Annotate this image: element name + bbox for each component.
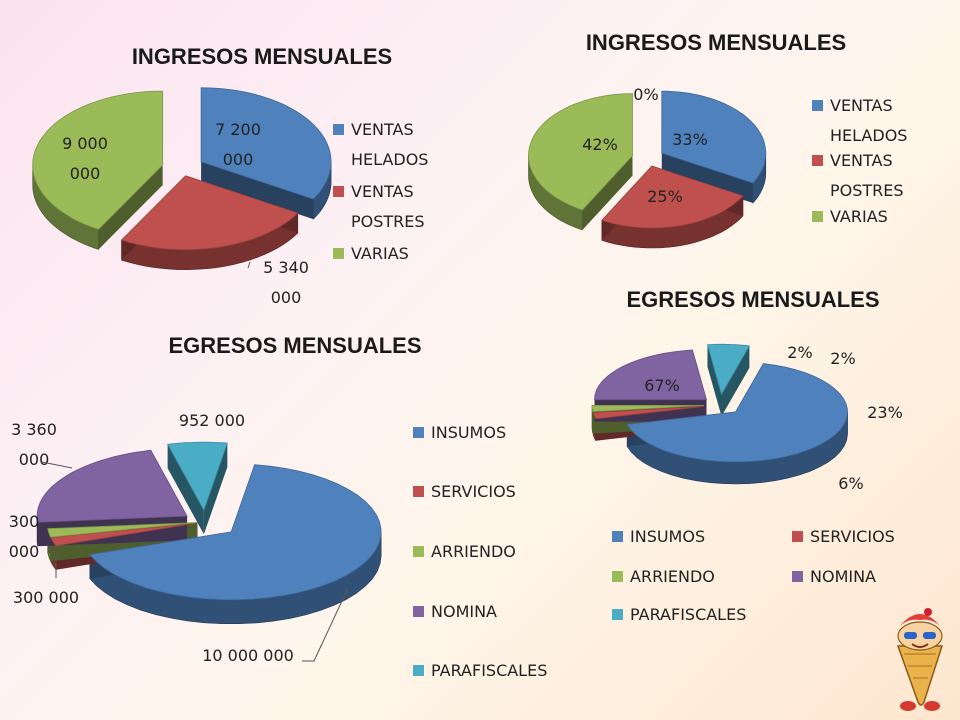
- legend-label-1: VENTAS POSTRES: [830, 151, 904, 200]
- legend-swatch-1: [792, 531, 803, 542]
- slice-parafiscales: [706, 343, 751, 396]
- legend-label-4: PARAFISCALES: [630, 605, 746, 624]
- legend-swatch-0: [612, 531, 623, 542]
- slice-cut-0: [661, 153, 753, 204]
- slice-nomina: [36, 449, 188, 523]
- slice-cut-4: [707, 344, 722, 417]
- chart-title: INGRESOS MENSUALES: [132, 44, 392, 69]
- slice-insumos: [88, 464, 382, 601]
- legend-label-1: SERVICIOS: [431, 482, 516, 501]
- data-label-4: 952 000: [179, 411, 245, 430]
- slice-ventas-postres: [601, 165, 744, 229]
- slice-parafiscales: [166, 441, 228, 512]
- pie-chart-1: [32, 87, 332, 271]
- slice-insumos: [626, 363, 848, 463]
- chart-title: INGRESOS MENSUALES: [586, 30, 846, 55]
- data-label-4: 6%: [838, 474, 863, 493]
- leader-line: [247, 261, 251, 269]
- legend-swatch-0: [812, 100, 823, 111]
- legend-swatch-2: [612, 571, 623, 582]
- pie-chart-3: [36, 441, 382, 624]
- data-label-3: 23%: [867, 403, 903, 422]
- slice-nomina: [594, 349, 708, 401]
- slice-arriendo: [47, 522, 198, 538]
- slice-servicios: [50, 522, 198, 547]
- slice-arriendo: [591, 404, 705, 413]
- data-label-1: 5 340 000: [263, 258, 309, 307]
- legend-swatch-1: [413, 486, 424, 497]
- slice-varias: [32, 90, 164, 230]
- pie-chart-4: [591, 343, 848, 485]
- legend-label-1: SERVICIOS: [810, 527, 895, 546]
- legend-swatch-3: [792, 571, 803, 582]
- legend-label-0: VENTAS HELADOS: [830, 96, 907, 145]
- slice-cut-0: [201, 161, 314, 220]
- pie-chart-2: [528, 90, 767, 249]
- data-label-2: 2%: [830, 349, 855, 368]
- data-label-1: 300 000: [13, 588, 79, 607]
- legend-label-4: PARAFISCALES: [431, 661, 547, 680]
- legend-swatch-4: [612, 609, 623, 620]
- slice-servicios: [592, 405, 705, 420]
- data-label-1: 2%: [787, 343, 812, 362]
- legend-label-0: VENTAS HELADOS: [351, 120, 428, 169]
- slice-ventas-helados: [661, 90, 767, 184]
- data-label-2: 9 000 000: [62, 134, 108, 183]
- slice-cut-4: [721, 345, 750, 417]
- data-label-3: 0%: [633, 85, 658, 104]
- legend-swatch-2: [812, 211, 823, 222]
- slice-cut-2: [98, 165, 163, 250]
- data-label-0: 33%: [672, 130, 708, 149]
- chart-title: EGRESOS MENSUALES: [168, 333, 421, 358]
- leader-lines: [41, 461, 349, 662]
- legend-label-3: NOMINA: [810, 567, 876, 586]
- legend-label-2: ARRIENDO: [431, 542, 516, 561]
- ice-cream-cone-mascot-icon: [896, 608, 944, 711]
- legend-label-0: INSUMOS: [431, 423, 506, 442]
- data-label-0: 67%: [644, 376, 680, 395]
- legend-label-2: VARIAS: [830, 207, 888, 226]
- legend-swatch-0: [333, 124, 344, 135]
- legend-swatch-2: [413, 546, 424, 557]
- slice-ventas-postres: [120, 175, 299, 251]
- data-label-1: 25%: [647, 187, 683, 206]
- legend-swatch-3: [413, 606, 424, 617]
- slice-ventas-helados: [200, 87, 332, 200]
- data-label-2: 42%: [582, 135, 618, 154]
- legend-label-2: VARIAS: [351, 244, 409, 263]
- legend-swatch-1: [812, 155, 823, 166]
- legend-swatch-0: [413, 427, 424, 438]
- data-label-0: 10 000 000: [202, 646, 294, 665]
- slice-cut-2: [582, 155, 633, 230]
- data-label-0: 7 200 000: [215, 120, 261, 169]
- legend-label-1: VENTAS POSTRES: [351, 182, 425, 231]
- chart-title: EGRESOS MENSUALES: [626, 287, 879, 312]
- slice-cut-4: [203, 443, 228, 535]
- legend-label-2: ARRIENDO: [630, 567, 715, 586]
- data-label-2: 300 000: [9, 512, 40, 561]
- slice-cut-4: [167, 444, 204, 535]
- legend-swatch-4: [413, 665, 424, 676]
- data-label-3: 3 360 000: [11, 420, 57, 469]
- slice-varias: [528, 93, 633, 211]
- legend-label-0: INSUMOS: [630, 527, 705, 546]
- legend-swatch-1: [333, 186, 344, 197]
- legend-label-3: NOMINA: [431, 602, 497, 621]
- legend-swatch-2: [333, 248, 344, 259]
